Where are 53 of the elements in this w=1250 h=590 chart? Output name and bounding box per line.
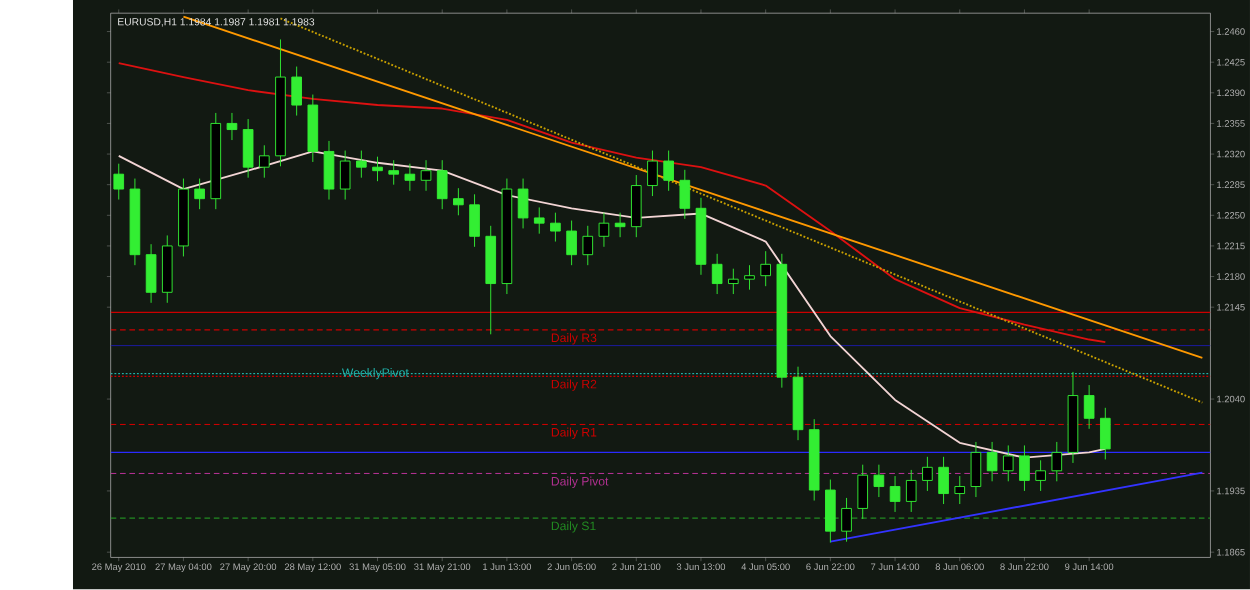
- candlestick: [436, 159, 448, 210]
- candlestick: [453, 187, 464, 217]
- line-series: [117, 62, 1107, 344]
- candlestick: [533, 207, 545, 235]
- candlestick: [485, 225, 497, 336]
- candlestick: [986, 441, 998, 483]
- candlestick: [566, 220, 577, 266]
- candlestick: [647, 150, 658, 197]
- candlestick: [744, 264, 755, 291]
- candlestick: [922, 456, 933, 492]
- candlestick: [663, 150, 674, 192]
- candlestick: [469, 194, 480, 248]
- candlestick: [388, 159, 400, 186]
- candlestick: [1083, 384, 1095, 430]
- candlestick: [404, 163, 416, 192]
- candlestick: [598, 212, 610, 248]
- candlestick: [339, 150, 351, 201]
- candlestick: [728, 268, 739, 295]
- candlestick: [242, 118, 254, 179]
- candlestick: [323, 140, 335, 201]
- candlestick: [582, 225, 594, 266]
- candlestick: [1035, 460, 1046, 492]
- candlestick: [1099, 407, 1111, 461]
- candlestick: [825, 479, 836, 544]
- candlestick: [711, 253, 723, 295]
- candlestick: [857, 464, 869, 520]
- candlestick: [356, 150, 367, 179]
- candlestick: [550, 212, 561, 243]
- candlestick: [905, 469, 917, 513]
- candlestick: [873, 464, 885, 498]
- candlestick: [307, 94, 319, 163]
- candlestick: [889, 475, 901, 513]
- candlestick: [970, 441, 982, 498]
- candlestick: [679, 169, 691, 220]
- candlestick: [372, 156, 383, 182]
- candlestick: [938, 456, 949, 505]
- candlestick: [614, 212, 626, 238]
- candlestick: [420, 159, 432, 192]
- candlestick: [194, 178, 205, 210]
- candlestick: [1019, 445, 1030, 492]
- candlestick: [1051, 441, 1063, 483]
- candlestick: [630, 174, 642, 238]
- candlestick: [841, 497, 852, 543]
- candlestick: [517, 178, 529, 230]
- candlestick: [760, 250, 771, 287]
- candlestick: [145, 243, 157, 304]
- candlestick: [226, 112, 238, 141]
- candlestick: [291, 66, 302, 117]
- candlestick: [954, 475, 966, 505]
- candlestick: [258, 145, 270, 179]
- candlestick: [161, 235, 173, 304]
- candlestick: [113, 163, 125, 201]
- candlestick: [1002, 445, 1014, 483]
